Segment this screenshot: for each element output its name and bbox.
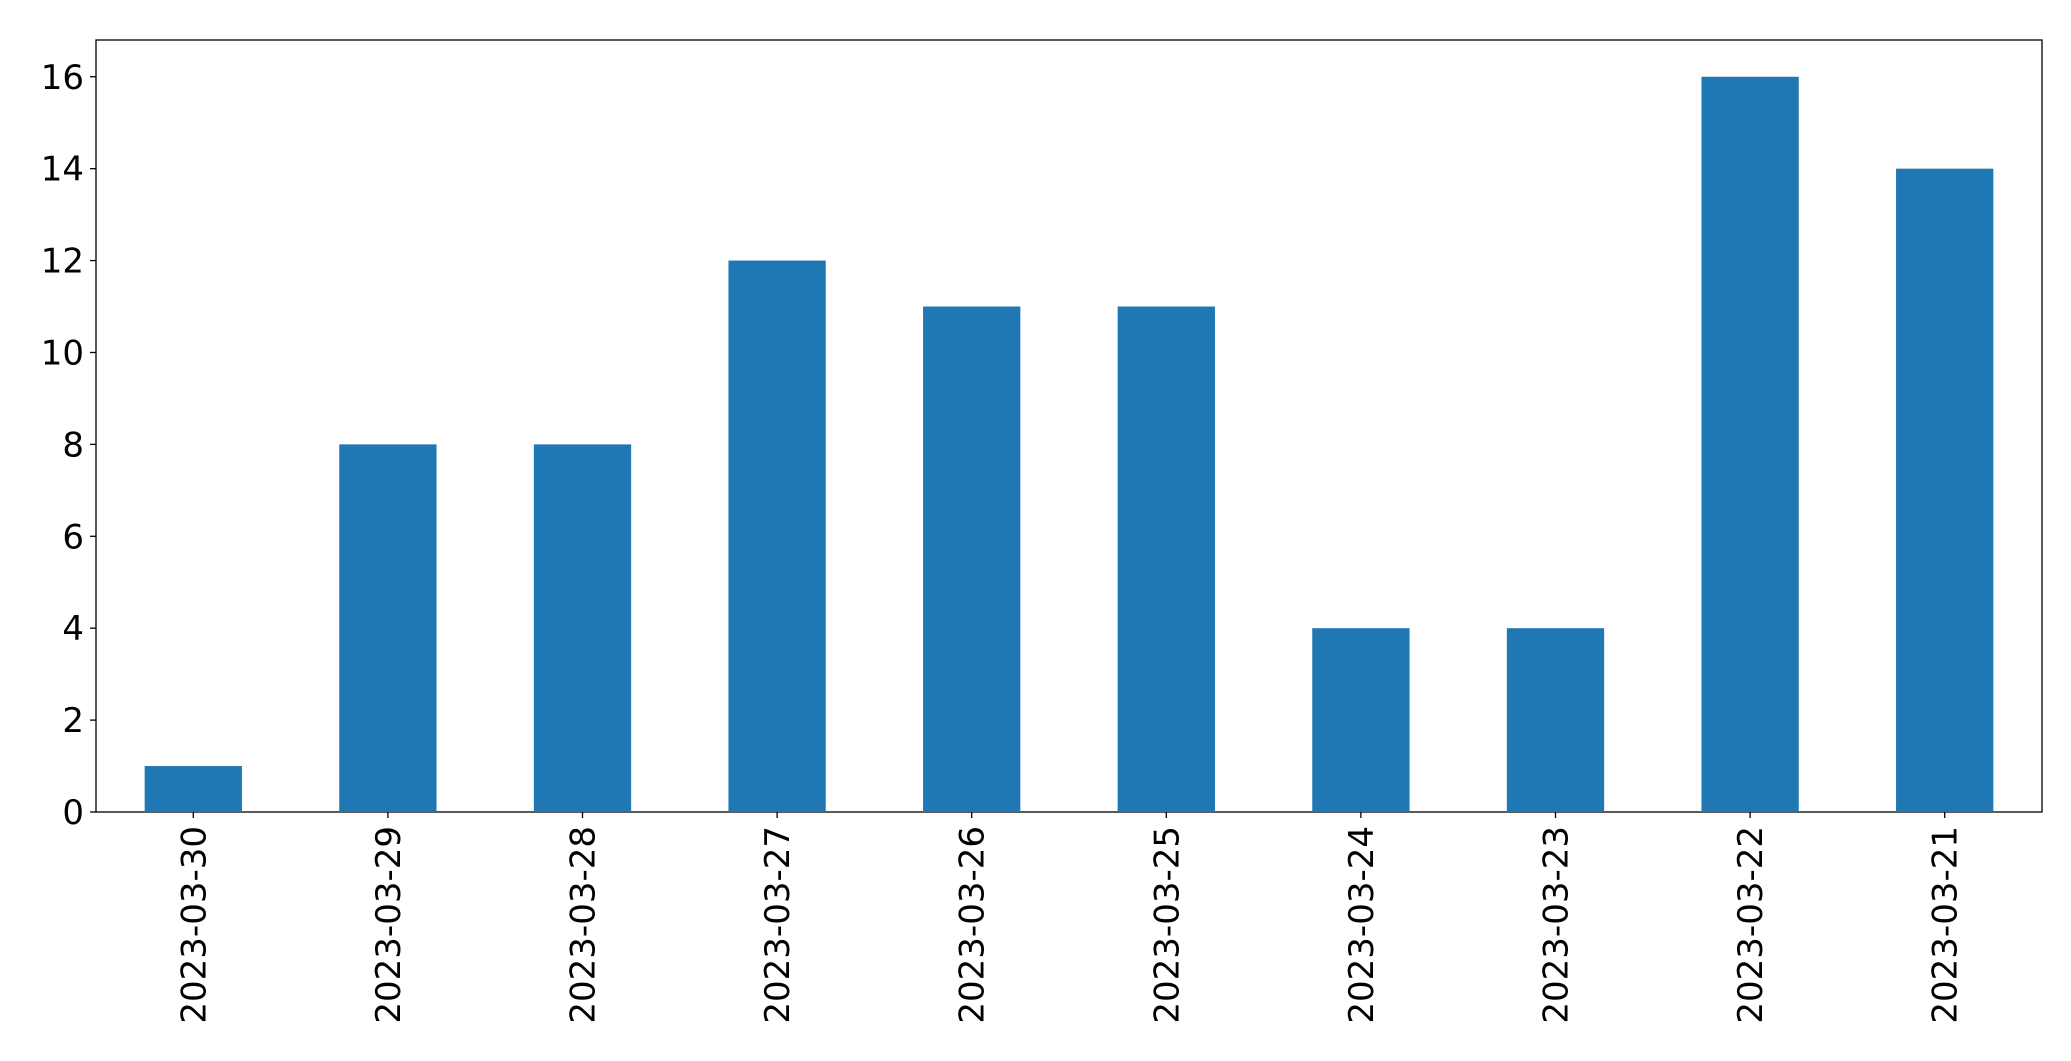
y-tick-label: 14: [41, 150, 84, 190]
x-tick-label: 2023-03-28: [564, 826, 604, 1024]
y-tick-label: 16: [41, 58, 84, 98]
bar: [1506, 628, 1605, 812]
y-tick-label: 8: [62, 425, 84, 465]
plot-frame: [95, 39, 2043, 813]
bar: [1312, 628, 1410, 812]
x-tick-label: 2023-03-29: [369, 826, 409, 1024]
x-tick-label: 2023-03-22: [1731, 826, 1771, 1024]
bar: [1701, 76, 1799, 812]
y-tick-label: 0: [62, 793, 84, 833]
bar: [1896, 168, 1994, 812]
bar: [728, 260, 826, 813]
x-tick-label: 2023-03-25: [1147, 826, 1187, 1024]
x-tick-label: 2023-03-24: [1342, 826, 1382, 1024]
x-tick-label: 2023-03-23: [1537, 826, 1577, 1024]
bar: [1117, 306, 1215, 812]
x-tick-label: 2023-03-26: [953, 826, 993, 1024]
y-tick-label: 10: [41, 333, 84, 373]
bar: [533, 444, 632, 812]
x-tick-label: 2023-03-21: [1926, 826, 1966, 1024]
y-tick-label: 6: [62, 517, 84, 557]
x-tick-label: 2023-03-30: [174, 826, 214, 1024]
bar: [923, 306, 1021, 812]
x-tick-label: 2023-03-27: [758, 826, 798, 1024]
bar: [339, 444, 437, 812]
y-tick-label: 4: [62, 609, 84, 649]
y-tick-label: 2: [62, 701, 84, 741]
y-tick-label: 12: [41, 242, 84, 282]
bar: [144, 766, 242, 812]
